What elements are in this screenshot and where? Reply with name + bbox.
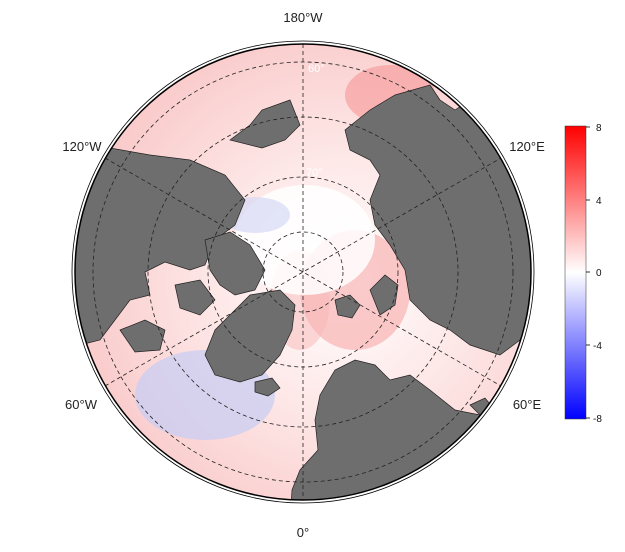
map-disc: [75, 44, 531, 500]
land-novaya-zemlya: [369, 274, 399, 316]
land-iceland: [254, 377, 281, 397]
colorbar-tick-label: -4: [593, 341, 602, 352]
land-siberia: [344, 84, 531, 356]
colorbar-gradient: [564, 125, 587, 420]
land-greenland: [204, 289, 296, 383]
land-masses: [75, 84, 531, 500]
graticule: [92, 44, 514, 500]
lon-label-upper-right: 120°E: [509, 139, 545, 154]
colorbar-tick-label: 0: [596, 268, 602, 279]
lat-circle-80: [262, 231, 344, 313]
land-svalbard: [334, 294, 361, 319]
lon-label-top: 180°W: [283, 10, 323, 25]
lon-label-bottom: 0°: [297, 525, 309, 540]
lat-label-60: 60°: [308, 63, 325, 75]
lon-label-upper-left: 120°W: [62, 139, 102, 154]
colorbar-tick-label: 4: [596, 196, 602, 207]
meridian-120w-60e: [104, 157, 502, 387]
colorbar: 8 4 0 -4 -8: [564, 123, 602, 425]
land-arctic-archipelago: [204, 231, 266, 296]
map-border: [74, 43, 532, 501]
colorbar-tick-label: 8: [596, 123, 602, 134]
lon-label-lower-right: 60°E: [513, 397, 542, 412]
land-europe: [289, 359, 531, 500]
colorbar-tick-label: -8: [593, 414, 602, 425]
lon-label-lower-left: 60°W: [65, 397, 98, 412]
map-border-outer: [71, 40, 535, 504]
meridian-60w-120e: [104, 157, 502, 387]
land-north-america: [75, 147, 246, 346]
land-alaska: [229, 99, 301, 149]
colorbar-tick-marks: [586, 126, 590, 419]
lat-label-70: 70°: [306, 167, 323, 179]
